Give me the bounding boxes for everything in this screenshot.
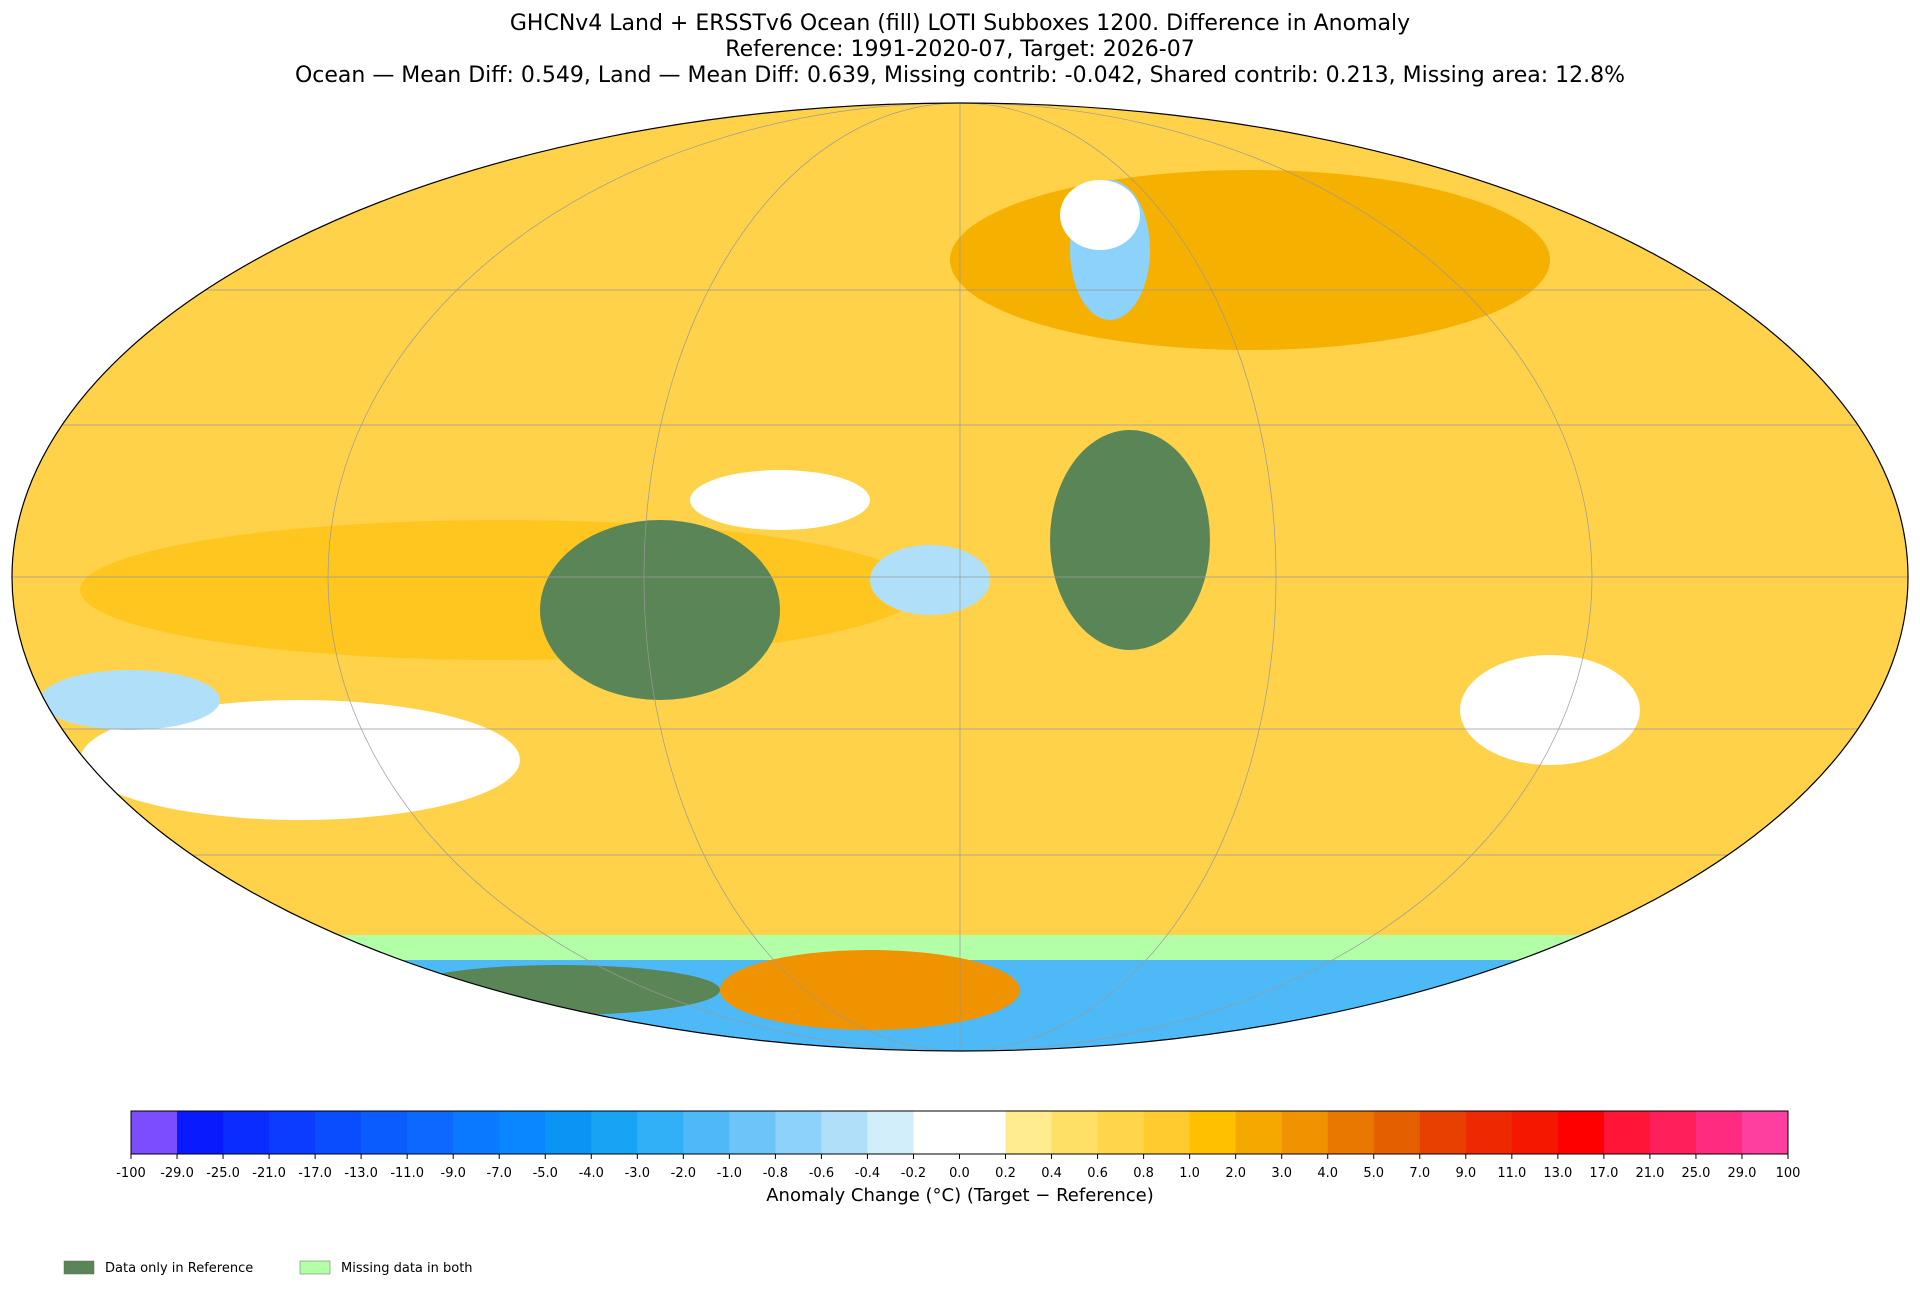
colorbar-tick-label: 7.0 (1409, 1166, 1430, 1181)
colorbar-segment (1695, 1111, 1743, 1154)
colorbar-tick-label: 1.0 (1179, 1166, 1200, 1181)
colorbar-tick-label: 5.0 (1363, 1166, 1384, 1181)
colorbar-segment (1603, 1111, 1651, 1154)
colorbar-tick-label: 17.0 (1589, 1166, 1618, 1181)
colorbar-segment (821, 1111, 868, 1154)
colorbar-segment (729, 1111, 776, 1154)
colorbar-segment (1143, 1111, 1191, 1154)
colorbar-segment (1373, 1111, 1421, 1154)
colorbar-segment (223, 1111, 270, 1154)
colorbar-segment (545, 1111, 592, 1154)
colorbar-tick-label: -9.0 (441, 1166, 466, 1181)
title-line: GHCNv4 Land + ERSSTv6 Ocean (fill) LOTI … (510, 11, 1410, 36)
colorbar-tick-label: -25.0 (206, 1166, 240, 1181)
colorbar-tick-label: 0.0 (949, 1166, 970, 1181)
neutral-region (1060, 180, 1140, 250)
colorbar-segment (131, 1111, 178, 1154)
colorbar-segment (591, 1111, 638, 1154)
colorbar-tick-label: -2.0 (671, 1166, 696, 1181)
map (12, 103, 1908, 1051)
colorbar-segment (1419, 1111, 1467, 1154)
colorbar-tick-label: 0.2 (995, 1166, 1016, 1181)
colorbar-segment (1097, 1111, 1145, 1154)
colorbar-segment (453, 1111, 500, 1154)
colorbar-segment (499, 1111, 546, 1154)
colorbar-tick-label: 21.0 (1635, 1166, 1664, 1181)
title-line: Ocean — Mean Diff: 0.549, Land — Mean Di… (295, 63, 1625, 88)
colorbar-tick-label: 2.0 (1225, 1166, 1246, 1181)
colorbar-tick-label: -0.8 (763, 1166, 788, 1181)
colorbar-segment (913, 1111, 960, 1154)
colorbar-tick-label: -17.0 (298, 1166, 332, 1181)
colorbar-label: Anomaly Change (°C) (Target − Reference) (766, 1185, 1154, 1206)
colorbar-tick-label: 9.0 (1455, 1166, 1476, 1181)
legend-swatch (63, 1260, 95, 1275)
colorbar-tick-label: 11.0 (1497, 1166, 1526, 1181)
colorbar-tick-label: 13.0 (1543, 1166, 1572, 1181)
colorbar-tick-label: 0.4 (1041, 1166, 1062, 1181)
colorbar-segment (1005, 1111, 1053, 1154)
colorbar-tick-label: -21.0 (252, 1166, 286, 1181)
colorbar-segment (315, 1111, 362, 1154)
colorbar-segment (1511, 1111, 1559, 1154)
reference-only (540, 520, 780, 700)
colorbar-segment (407, 1111, 454, 1154)
legend-swatch (299, 1260, 331, 1275)
legend-label: Data only in Reference (105, 1261, 253, 1276)
colorbar-segment (1557, 1111, 1605, 1154)
warm-region (80, 520, 920, 660)
colorbar-tick-label: -29.0 (160, 1166, 194, 1181)
colorbar-tick-label: -7.0 (487, 1166, 512, 1181)
colorbar-segment (1327, 1111, 1375, 1154)
reference-only (400, 965, 720, 1015)
colorbar-segment (1235, 1111, 1283, 1154)
colorbar-tick-label: -1.0 (717, 1166, 742, 1181)
colorbar-segment (361, 1111, 408, 1154)
colorbar-tick-label: -4.0 (579, 1166, 604, 1181)
colorbar-tick-label: -5.0 (533, 1166, 558, 1181)
map-outline (11, 102, 1909, 1052)
colorbar-segment (269, 1111, 316, 1154)
legend-label: Missing data in both (341, 1261, 473, 1276)
colorbar-segment (775, 1111, 822, 1154)
colorbar-tick-label: 3.0 (1271, 1166, 1292, 1181)
cool-region (870, 545, 990, 615)
colorbar-tick-label: -0.6 (809, 1166, 834, 1181)
colorbar-tick-label: -13.0 (344, 1166, 378, 1181)
colorbar-segment (637, 1111, 684, 1154)
neutral-region (690, 470, 870, 530)
colorbar-segment (1281, 1111, 1329, 1154)
cool-region (40, 670, 220, 730)
colorbar-tick-label: 25.0 (1681, 1166, 1710, 1181)
neutral-region (1460, 655, 1640, 765)
colorbar-segment (867, 1111, 914, 1154)
colorbar-segment (1649, 1111, 1697, 1154)
colorbar-tick-label: 29.0 (1727, 1166, 1756, 1181)
colorbar-segment (1189, 1111, 1237, 1154)
colorbar-tick-label: 0.8 (1133, 1166, 1154, 1181)
reference-only (1050, 430, 1210, 650)
colorbar-segment (1741, 1111, 1789, 1154)
colorbar-tick-label: 0.6 (1087, 1166, 1108, 1181)
colorbar-tick-label: 100 (1776, 1166, 1801, 1181)
colorbar-segment (1051, 1111, 1099, 1154)
colorbar-segment (959, 1111, 1007, 1154)
colorbar-tick-label: -0.2 (901, 1166, 926, 1181)
warm-region (950, 170, 1550, 350)
colorbar-tick-label: -3.0 (625, 1166, 650, 1181)
colorbar-segment (683, 1111, 730, 1154)
colorbar-tick-label: -0.4 (855, 1166, 880, 1181)
colorbar-tick-label: 4.0 (1317, 1166, 1338, 1181)
neutral-region (80, 700, 520, 820)
warm-region (720, 950, 1020, 1030)
colorbar-tick-label: -100 (116, 1166, 146, 1181)
colorbar-tick-label: -11.0 (390, 1166, 424, 1181)
graticule (12, 103, 1908, 1051)
colorbar-segment (1465, 1111, 1513, 1154)
title-line: Reference: 1991-2020-07, Target: 2026-07 (725, 37, 1194, 62)
colorbar-segment (177, 1111, 224, 1154)
